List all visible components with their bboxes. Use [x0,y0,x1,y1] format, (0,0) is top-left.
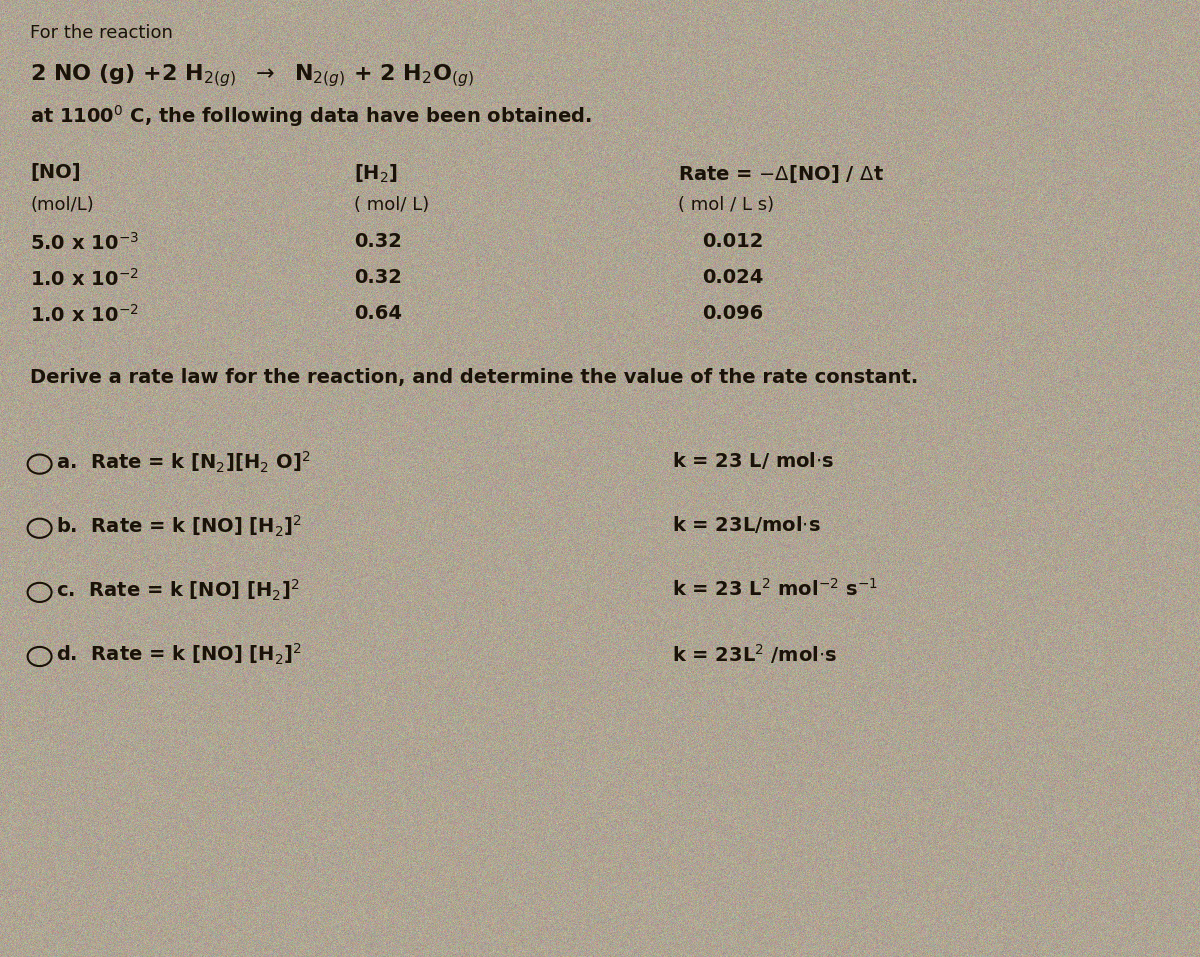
Text: k = 23 L$^2$ mol$^{-2}$ s$^{-1}$: k = 23 L$^2$ mol$^{-2}$ s$^{-1}$ [672,578,878,600]
Text: d.  Rate = k [NO] [H$_2$]$^2$: d. Rate = k [NO] [H$_2$]$^2$ [56,642,302,667]
Text: 5.0 x 10$^{-3}$: 5.0 x 10$^{-3}$ [30,232,139,254]
Text: [H$_2$]: [H$_2$] [354,163,398,185]
Text: b.  Rate = k [NO] [H$_2$]$^2$: b. Rate = k [NO] [H$_2$]$^2$ [56,514,302,539]
Text: 0.012: 0.012 [702,232,763,251]
Text: 2 NO (g) +2 H$_{2(g)}$  $\rightarrow$  N$_{2(g)}$ + 2 H$_2$O$_{(g)}$: 2 NO (g) +2 H$_{2(g)}$ $\rightarrow$ N$_… [30,62,474,89]
Text: k = 23L/mol$\cdot$s: k = 23L/mol$\cdot$s [672,514,821,535]
Text: 0.64: 0.64 [354,304,402,323]
Text: 0.32: 0.32 [354,232,402,251]
Text: c.  Rate = k [NO] [H$_2$]$^2$: c. Rate = k [NO] [H$_2$]$^2$ [56,578,300,603]
Text: [NO]: [NO] [30,163,80,182]
Text: a.  Rate = k [N$_2$][H$_2$ O]$^2$: a. Rate = k [N$_2$][H$_2$ O]$^2$ [56,450,311,475]
Text: ( mol/ L): ( mol/ L) [354,196,430,214]
Text: 0.32: 0.32 [354,268,402,287]
Text: Derive a rate law for the reaction, and determine the value of the rate constant: Derive a rate law for the reaction, and … [30,368,918,388]
Text: k = 23 L/ mol$\cdot$s: k = 23 L/ mol$\cdot$s [672,450,834,471]
Text: 0.096: 0.096 [702,304,763,323]
Text: 1.0 x 10$^{-2}$: 1.0 x 10$^{-2}$ [30,268,139,290]
Text: ( mol / L s): ( mol / L s) [678,196,774,214]
Text: Rate = $-\Delta$[NO] / $\Delta$t: Rate = $-\Delta$[NO] / $\Delta$t [678,163,884,185]
Text: at 1100$^0$ C, the following data have been obtained.: at 1100$^0$ C, the following data have b… [30,103,592,129]
Text: For the reaction: For the reaction [30,24,173,42]
Text: (mol/L): (mol/L) [30,196,94,214]
Text: 1.0 x 10$^{-2}$: 1.0 x 10$^{-2}$ [30,304,139,326]
Text: k = 23L$^2$ /mol$\cdot$s: k = 23L$^2$ /mol$\cdot$s [672,642,838,666]
Text: 0.024: 0.024 [702,268,763,287]
